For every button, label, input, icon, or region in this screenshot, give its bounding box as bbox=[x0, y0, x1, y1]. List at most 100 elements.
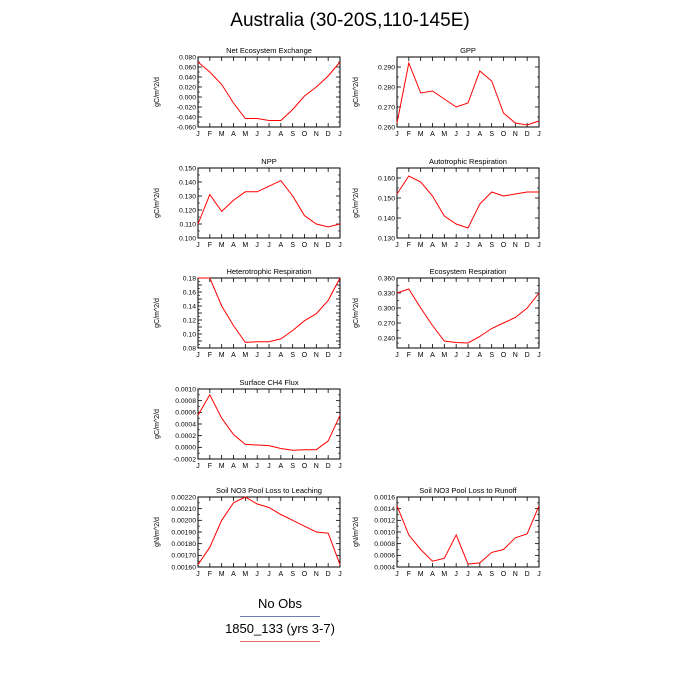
x-tick-label: A bbox=[477, 571, 482, 578]
x-tick-label: D bbox=[525, 571, 530, 578]
panel-title: Soil NO3 Pool Loss to Runoff bbox=[419, 486, 517, 495]
x-tick-label: A bbox=[278, 242, 283, 249]
x-tick-label: J bbox=[466, 571, 470, 578]
y-tick-label: 0.00180 bbox=[171, 541, 196, 548]
chart-panel-2: NPP gC/m^2/d 0.100 0.110 0.120 0.130 0.140 0.15… bbox=[154, 157, 342, 249]
x-tick-label: J bbox=[196, 131, 200, 138]
chart-panel-8: Soil NO3 Pool Loss to Runoff gN/m^2/d 0.00… bbox=[353, 486, 541, 578]
x-tick-label: N bbox=[314, 571, 319, 578]
y-tick-label: 0.000 bbox=[179, 94, 196, 101]
x-tick-label: F bbox=[407, 242, 411, 249]
x-tick-label: A bbox=[477, 352, 482, 359]
y-tick-label: 0.290 bbox=[378, 64, 395, 71]
series-line-0 bbox=[198, 277, 341, 343]
x-tick-label: A bbox=[430, 571, 435, 578]
x-tick-label: S bbox=[290, 571, 295, 578]
x-tick-label: A bbox=[278, 463, 283, 470]
y-tick-label: 0.00200 bbox=[171, 518, 196, 525]
x-tick-label: M bbox=[219, 242, 225, 249]
x-tick-label: S bbox=[489, 242, 494, 249]
x-tick-label: N bbox=[513, 131, 518, 138]
y-tick-label: 0.08 bbox=[183, 345, 196, 352]
x-tick-label: A bbox=[231, 131, 236, 138]
x-tick-label: J bbox=[537, 571, 541, 578]
y-tick-label: 0.0004 bbox=[175, 421, 196, 428]
x-tick-label: J bbox=[454, 571, 458, 578]
x-tick-label: J bbox=[267, 463, 271, 470]
y-tick-label: 0.280 bbox=[378, 84, 395, 91]
x-tick-label: M bbox=[441, 571, 447, 578]
y-tick-label: 0.14 bbox=[183, 303, 196, 310]
x-tick-label: F bbox=[208, 571, 212, 578]
x-tick-label: D bbox=[525, 131, 530, 138]
x-tick-label: J bbox=[395, 352, 399, 359]
figure-title: Australia (30-20S,110-145E) bbox=[230, 10, 470, 31]
x-tick-label: J bbox=[466, 131, 470, 138]
y-tick-label: 0.0006 bbox=[374, 553, 395, 560]
series-line-0 bbox=[396, 288, 540, 344]
y-tick-label: -0.060 bbox=[177, 124, 196, 131]
y-tick-label: 0.260 bbox=[378, 124, 395, 131]
y-tick-label: 0.0014 bbox=[374, 506, 395, 513]
x-tick-label: M bbox=[242, 131, 248, 138]
x-tick-label: J bbox=[196, 571, 200, 578]
y-axis-label: gN/m^2/d bbox=[154, 517, 161, 547]
x-tick-label: S bbox=[290, 242, 295, 249]
y-tick-label: -0.0002 bbox=[173, 456, 196, 463]
legend-label-model: 1850_133 (yrs 3-7) bbox=[225, 621, 335, 636]
chart-panel-6: Surface CH4 Flux gC/m^2/d -0.0002 0.0000 0.0… bbox=[154, 378, 342, 470]
legend-line-model bbox=[240, 641, 320, 642]
legend-line-obs bbox=[240, 616, 320, 617]
x-tick-label: J bbox=[395, 571, 399, 578]
y-tick-label: 0.0000 bbox=[175, 445, 196, 452]
plot-frame bbox=[197, 277, 341, 349]
y-tick-label: 0.150 bbox=[378, 195, 395, 202]
legend-label-obs: No Obs bbox=[257, 596, 303, 611]
plot-frame bbox=[197, 167, 341, 239]
x-tick-label: S bbox=[489, 352, 494, 359]
y-tick-label: 0.270 bbox=[378, 104, 395, 111]
x-tick-label: M bbox=[441, 131, 447, 138]
x-tick-label: J bbox=[267, 571, 271, 578]
x-tick-label: O bbox=[501, 571, 507, 578]
x-tick-label: M bbox=[441, 242, 447, 249]
x-tick-label: M bbox=[242, 571, 248, 578]
panel-title: Ecosystem Respiration bbox=[430, 267, 507, 276]
y-tick-label: 0.12 bbox=[183, 317, 196, 324]
x-tick-label: A bbox=[477, 242, 482, 249]
x-tick-label: O bbox=[501, 242, 507, 249]
x-tick-label: J bbox=[255, 242, 259, 249]
x-tick-label: J bbox=[255, 463, 259, 470]
x-tick-label: J bbox=[395, 242, 399, 249]
y-tick-label: 0.130 bbox=[378, 235, 395, 242]
x-tick-label: J bbox=[338, 352, 342, 359]
x-tick-label: O bbox=[501, 131, 507, 138]
y-axis-label: gN/m^2/d bbox=[353, 517, 360, 547]
y-axis-label: gC/m^2/d bbox=[353, 77, 360, 107]
x-tick-label: M bbox=[219, 352, 225, 359]
chart-panel-0: Net Ecosystem Exchange gC/m^2/d -0.060 -0.0… bbox=[154, 46, 342, 138]
y-axis-label: gC/m^2/d bbox=[154, 77, 161, 107]
x-tick-label: S bbox=[290, 463, 295, 470]
x-tick-label: A bbox=[231, 571, 236, 578]
y-tick-label: 0.100 bbox=[179, 235, 196, 242]
panel-title: Heterotrophic Respiration bbox=[226, 267, 311, 276]
x-tick-label: M bbox=[219, 131, 225, 138]
x-tick-label: J bbox=[267, 242, 271, 249]
panel-title: Net Ecosystem Exchange bbox=[226, 46, 312, 55]
x-tick-label: J bbox=[255, 352, 259, 359]
y-tick-label: 0.0008 bbox=[374, 541, 395, 548]
y-tick-label: 0.00160 bbox=[171, 564, 196, 571]
x-tick-label: O bbox=[302, 571, 308, 578]
y-tick-label: 0.020 bbox=[179, 84, 196, 91]
x-tick-label: A bbox=[231, 242, 236, 249]
x-tick-label: M bbox=[418, 131, 424, 138]
x-tick-label: N bbox=[314, 131, 319, 138]
x-tick-label: M bbox=[242, 352, 248, 359]
panel-title: NPP bbox=[261, 157, 276, 166]
x-tick-label: J bbox=[466, 352, 470, 359]
y-tick-label: 0.0010 bbox=[374, 529, 395, 536]
plot-frame bbox=[396, 56, 540, 128]
